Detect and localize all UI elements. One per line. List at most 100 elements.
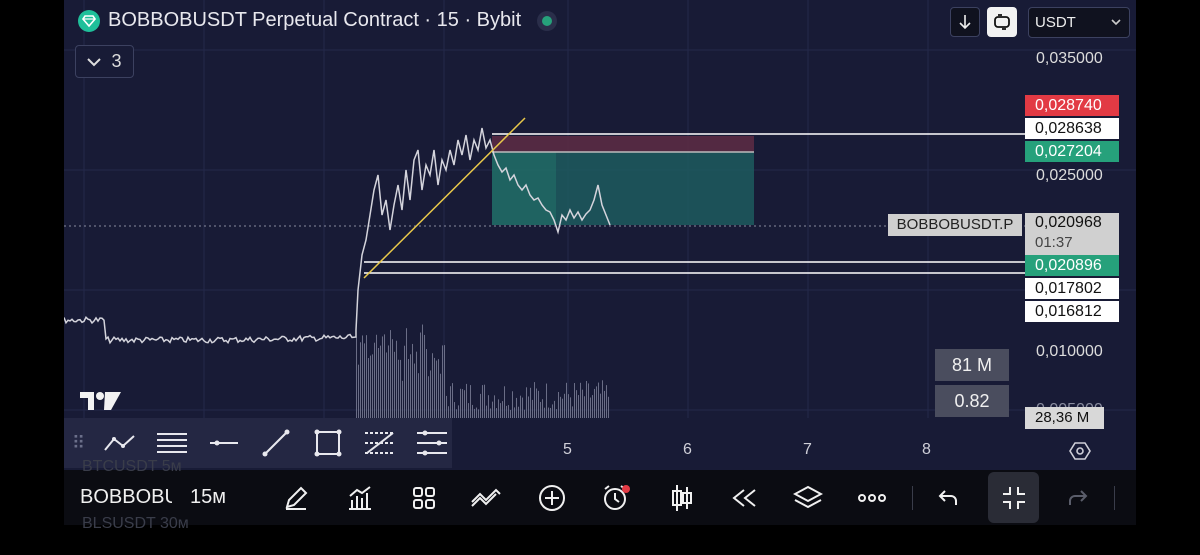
- volume-bar: [532, 399, 533, 418]
- chart-title[interactable]: BOBBOBUSDT Perpetual Contract · 15 · Byb…: [78, 9, 558, 32]
- ray-icon[interactable]: [258, 425, 294, 461]
- pencil-icon[interactable]: [278, 470, 314, 525]
- volume-bar: [494, 395, 495, 418]
- time-axis-label: 8: [922, 441, 931, 458]
- parallel-channel-icon[interactable]: [362, 425, 398, 461]
- volume-bar: [558, 391, 559, 418]
- volume-bar: [576, 390, 577, 418]
- trend-line-icon[interactable]: [102, 425, 138, 461]
- toolbar-divider: [1114, 486, 1115, 510]
- more-icon[interactable]: [854, 470, 890, 525]
- volume-bar: [536, 388, 537, 418]
- chart-title-text: BOBBOBUSDT Perpetual Contract · 15 · Byb…: [108, 9, 522, 31]
- stop-loss-price-tag[interactable]: 0,028740: [1025, 95, 1119, 116]
- volume-bar: [458, 405, 459, 418]
- redo-icon[interactable]: [1060, 470, 1096, 525]
- currency-select[interactable]: USDT: [1028, 7, 1130, 38]
- volume-bar: [580, 382, 581, 418]
- volume-bar: [464, 390, 465, 418]
- price-chart[interactable]: [64, 0, 1136, 470]
- entry-high-price-tag[interactable]: 0,028638: [1025, 118, 1119, 139]
- add-icon[interactable]: [534, 470, 570, 525]
- volume-bar: [550, 407, 551, 418]
- volume-bar: [356, 337, 357, 418]
- replay-icon[interactable]: [726, 470, 762, 525]
- volume-bar: [486, 405, 487, 418]
- volume-bar: [598, 382, 599, 418]
- volume-bars: [356, 324, 609, 418]
- drag-handle-icon[interactable]: ⠿: [72, 432, 86, 453]
- volume-bar: [548, 407, 549, 418]
- volume-bar: [468, 403, 469, 418]
- volume-bar: [388, 345, 389, 418]
- rectangle-icon[interactable]: [310, 425, 346, 461]
- volume-bar: [366, 335, 367, 418]
- volume-bar: [534, 382, 535, 418]
- volume-bar: [556, 409, 557, 418]
- volume-bar: [452, 383, 453, 418]
- volume-bar: [384, 334, 385, 418]
- volume-bar: [368, 358, 369, 418]
- volume-bar: [454, 402, 455, 418]
- bar-countdown: 01:37: [1035, 234, 1073, 251]
- volume-bar: [484, 384, 485, 418]
- compare-icon[interactable]: [468, 470, 504, 525]
- volume-bar: [524, 409, 525, 418]
- volume-bar: [408, 359, 409, 418]
- volume-bar: [606, 385, 607, 418]
- fib-icon[interactable]: [154, 425, 190, 461]
- layers-icon[interactable]: [790, 470, 826, 525]
- volume-bar: [586, 380, 587, 418]
- indicators-icon[interactable]: [342, 470, 378, 525]
- volume-bar: [490, 408, 491, 418]
- symbol-price-label: BOBBOBUSDT.P: [888, 214, 1022, 236]
- alert-clock-icon[interactable]: [598, 470, 634, 525]
- symbol-list-ghost-row: BTCUSDT 5м: [82, 458, 182, 475]
- price-line: [64, 127, 611, 345]
- volume-bar: [418, 373, 419, 418]
- auto-scale-icon: [994, 14, 1010, 30]
- volume-bar: [472, 404, 473, 418]
- bybit-gem-icon: [78, 9, 100, 32]
- volume-bar: [530, 387, 531, 418]
- volume-bar: [588, 383, 589, 418]
- volume-bar: [376, 334, 377, 418]
- horizontal-line-icon[interactable]: [206, 425, 242, 461]
- currency-value: USDT: [1035, 14, 1076, 31]
- level-1-price-tag[interactable]: 0,020896: [1025, 255, 1119, 276]
- volume-bar: [578, 395, 579, 418]
- volume-bar: [510, 409, 511, 418]
- volume-bar: [470, 385, 471, 418]
- volume-bar: [358, 364, 359, 418]
- volume-bar: [392, 339, 393, 418]
- chart-settings-icon[interactable]: [1069, 440, 1091, 467]
- volume-bar: [398, 359, 399, 418]
- level-2-price-tag[interactable]: 0,017802: [1025, 278, 1119, 299]
- entry-price-tag[interactable]: 0,027204: [1025, 141, 1119, 162]
- layout-grid-icon[interactable]: [406, 470, 442, 525]
- symbol-search-button[interactable]: BOBBOBUSDT: [80, 486, 172, 508]
- volume-bar: [446, 395, 447, 418]
- volume-bar: [394, 351, 395, 418]
- symbol-list-ghost-row: BLSUSDT 30м: [82, 515, 189, 532]
- auto-scale-button[interactable]: [987, 7, 1017, 37]
- undo-icon[interactable]: [930, 470, 966, 525]
- volume-value-box: 81 M: [935, 349, 1009, 381]
- candles-icon[interactable]: [664, 470, 700, 525]
- volume-bar: [568, 394, 569, 418]
- volume-axis-tag: 28,36 M: [1025, 407, 1104, 429]
- interval-button[interactable]: 15м: [190, 486, 226, 508]
- chevron-down-icon: [87, 57, 102, 66]
- level-3-price-tag[interactable]: 0,016812: [1025, 301, 1119, 322]
- market-status-icon[interactable]: [537, 10, 558, 31]
- volume-bar: [608, 396, 609, 418]
- scroll-to-latest-button[interactable]: [950, 7, 980, 37]
- price-axis-label: 0,025000: [1036, 167, 1103, 184]
- fullscreen-exit-icon[interactable]: [988, 472, 1039, 523]
- tradingview-logo-icon[interactable]: [80, 390, 122, 417]
- indicators-collapse-button[interactable]: 3: [75, 45, 134, 78]
- regression-icon[interactable]: [414, 425, 450, 461]
- volume-bar: [374, 342, 375, 418]
- volume-bar: [442, 345, 443, 418]
- volume-bar: [432, 353, 433, 418]
